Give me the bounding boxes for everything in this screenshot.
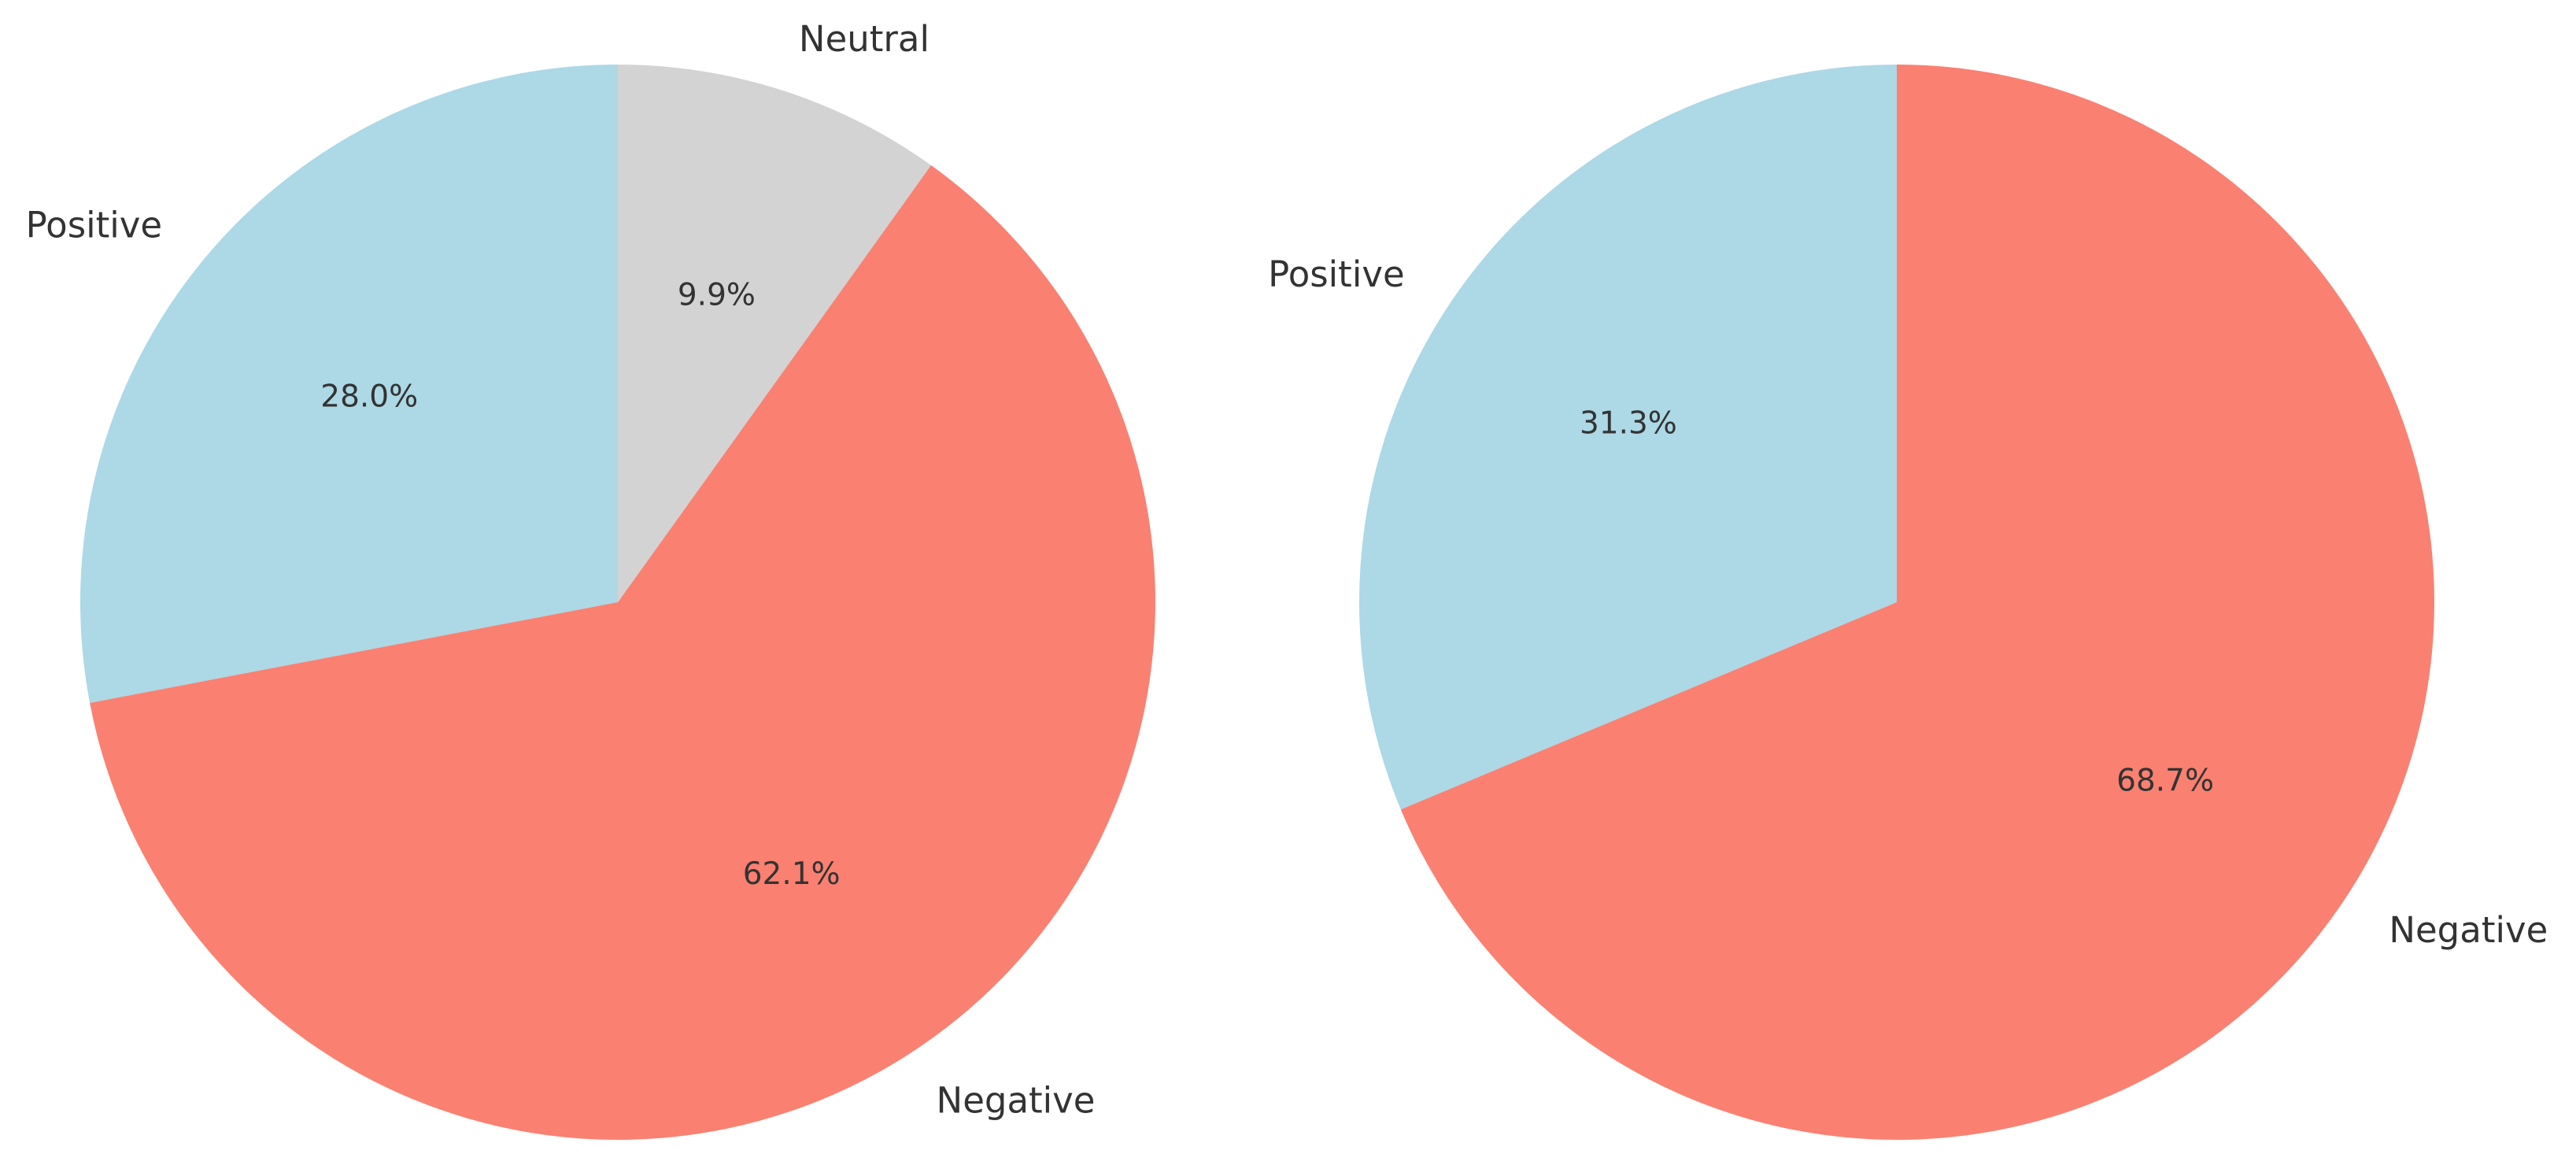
pie-slice-positive <box>79 65 619 703</box>
pie-chart-left: Positive 28.0% Negative 62.1% Neutral 9.9% <box>26 18 1155 1140</box>
pie-slice-negative <box>90 165 1155 1140</box>
slice-label-neutral: Neutral <box>799 18 930 60</box>
pie-slice-positive <box>1358 65 1897 810</box>
slice-label-positive: Positive <box>1268 253 1404 295</box>
slice-percent-positive: 28.0% <box>320 379 418 414</box>
pie-slice-negative <box>1400 65 2435 1140</box>
slice-percent-neutral: 9.9% <box>678 277 756 313</box>
slice-percent-positive: 31.3% <box>1580 405 1677 441</box>
slice-label-negative: Negative <box>2389 909 2548 951</box>
slice-percent-negative: 68.7% <box>2116 764 2214 799</box>
slice-label-negative: Negative <box>937 1080 1096 1122</box>
pie-chart-right: Positive 31.3% Negative 68.7% <box>1268 65 2548 1140</box>
pie-slice-neutral <box>618 65 931 602</box>
slice-label-positive: Positive <box>26 205 162 246</box>
slice-percent-negative: 62.1% <box>743 856 841 892</box>
